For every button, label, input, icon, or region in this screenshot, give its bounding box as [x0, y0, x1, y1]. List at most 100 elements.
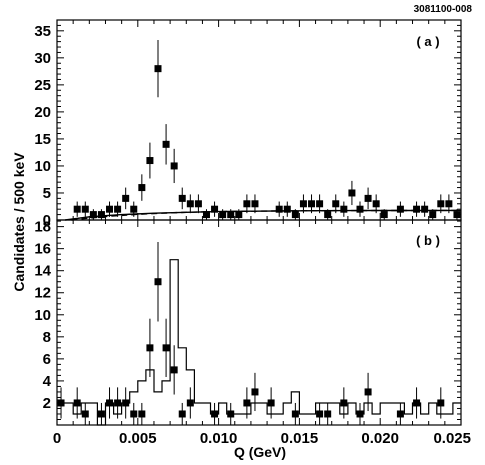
panel-b-data-point [162, 318, 170, 378]
panel-a-data-point [89, 209, 97, 220]
panel-a-marker [332, 200, 340, 208]
panel-b: 2 4 6 8 10 12 14 16 18 ( b ) [34, 219, 462, 426]
panel-b-marker [146, 344, 154, 352]
panel-a-marker [211, 205, 219, 213]
panel-a-marker [429, 211, 437, 219]
panel-a-data-point [396, 201, 404, 217]
panel-b-y-tick-label: 10 [34, 307, 51, 324]
panel-b-data-point [73, 387, 81, 419]
panel-b-marker [413, 399, 421, 407]
panel-a-data-point [194, 194, 202, 214]
panel-b-marker [178, 410, 186, 418]
panel-a-marker [89, 211, 97, 219]
panel-a-data-point [122, 187, 130, 210]
panel-b-marker [114, 399, 122, 407]
panel-a-data-point [291, 209, 299, 220]
panel-a-data-point [445, 194, 453, 214]
x-tick-labels: 0 0.005 0.010 0.015 0.020 0.025 [53, 430, 471, 447]
panel-b-marker [227, 410, 235, 418]
panel-a-data-point [186, 194, 194, 214]
panel-a-data-point [332, 194, 340, 214]
panel-a-data-point [202, 209, 210, 220]
panel-a-marker [154, 65, 162, 73]
panel-a-curves [65, 209, 462, 221]
panel-a-data-point [235, 209, 243, 220]
panel-a-marker [275, 205, 283, 213]
panel-a-y-tick-label: 30 [34, 50, 51, 67]
panel-b-data-point [170, 345, 178, 395]
panel-a-data-point [162, 124, 170, 165]
panel-b-y-tick-label: 6 [43, 351, 51, 368]
panel-a-marker [122, 194, 130, 202]
panel-b-data-point [211, 402, 219, 425]
panel-a-marker [138, 184, 146, 192]
panel-b-marker [340, 399, 348, 407]
panel-b-marker [130, 410, 138, 418]
panel-a-data-point [73, 201, 81, 217]
panel-b-y-tick-label: 8 [43, 329, 51, 346]
panel-b-data-point [413, 387, 421, 419]
panel-b-marker [162, 344, 170, 352]
panel-b-marker [106, 399, 114, 407]
panel-a-marker [202, 211, 210, 219]
panel-a-curve-solid [65, 209, 462, 221]
panel-b-marker [316, 410, 324, 418]
panel-b-marker [186, 399, 194, 407]
y-axis-title: Candidates / 500 keV [11, 152, 27, 292]
panel-a-marker [106, 205, 114, 213]
panel-a-y-tick-labels: 0 5 10 15 20 25 30 35 [34, 23, 51, 229]
panel-a-data-point [138, 174, 146, 201]
panel-b-marker [154, 278, 162, 286]
panel-a-data-point [324, 209, 332, 220]
panel-a-points [73, 40, 461, 220]
panel-b-y-tick-labels: 2 4 6 8 10 12 14 16 18 [34, 219, 51, 412]
panel-a-marker [396, 205, 404, 213]
panel-a-data-point [308, 194, 316, 214]
panel-a-data-point [283, 201, 291, 217]
panel-b-marker [81, 410, 89, 418]
panel-a-marker [251, 200, 259, 208]
panel-b-data-point [106, 387, 114, 419]
panel-a: 0 5 10 15 20 25 30 35 ( a ) [34, 19, 462, 229]
panel-b-marker [122, 399, 130, 407]
panel-b-data-point [122, 387, 130, 419]
panel-a-data-point [154, 40, 162, 98]
panel-b-data-point [396, 402, 404, 425]
panel-b-label: ( b ) [416, 233, 440, 248]
panel-a-marker [243, 200, 251, 208]
panel-a-marker [130, 205, 138, 213]
panel-a-data-point [356, 201, 364, 217]
panel-b-marker [324, 410, 332, 418]
panel-b-data-point [340, 387, 348, 419]
panel-b-data-point [178, 402, 186, 425]
panel-a-data-point [380, 209, 388, 220]
panel-b-marker [291, 410, 299, 418]
panel-a-marker [364, 194, 372, 202]
panel-b-marker [211, 410, 219, 418]
panel-b-y-tick-label: 16 [34, 241, 51, 258]
panel-b-marker [356, 410, 364, 418]
panel-b-y-tick-label: 2 [43, 395, 51, 412]
x-axis-title: Q (GeV) [234, 444, 286, 460]
panel-a-data-point [81, 201, 89, 217]
panel-a-data-point [340, 201, 348, 217]
panel-b-data-point [324, 402, 332, 425]
panel-b-data-point [130, 402, 138, 425]
panel-b-data-point [243, 387, 251, 419]
panel-a-y-tick-label: 15 [34, 131, 51, 148]
panel-b-data-point [97, 402, 105, 425]
x-tick-label: 0.010 [200, 430, 238, 447]
panel-a-data-point [243, 194, 251, 214]
panel-b-marker [170, 366, 178, 374]
panel-a-y-tick-label: 0 [43, 212, 51, 229]
x-tick-label: 0.025 [433, 430, 471, 447]
panel-b-data-point [81, 402, 89, 425]
panel-b-y-tick-label: 18 [34, 219, 51, 236]
panel-a-marker [73, 205, 81, 213]
panel-a-data-point [413, 201, 421, 217]
panel-b-data-point [227, 402, 235, 425]
panel-a-marker [413, 205, 421, 213]
panel-b-data-point [316, 402, 324, 425]
x-tick-label: 0.005 [119, 430, 157, 447]
panel-a-y-tick-label: 35 [34, 23, 51, 40]
